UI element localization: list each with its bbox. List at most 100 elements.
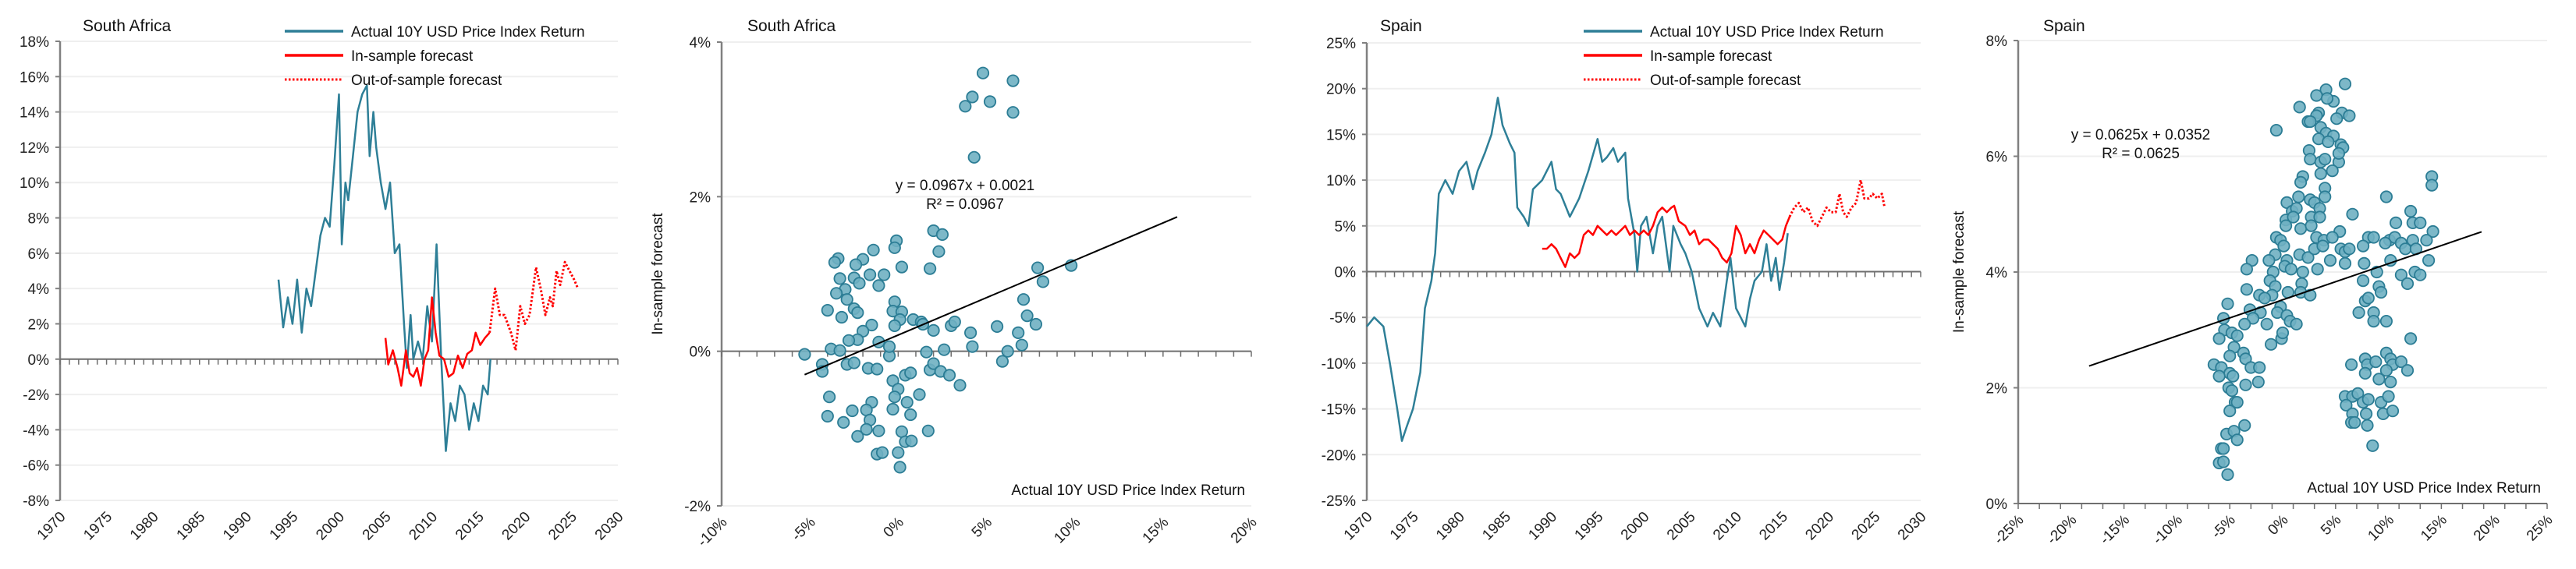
x-tick-label: 0%: [2265, 512, 2291, 539]
scatter-point: [2310, 89, 2323, 102]
scatter-point: [2313, 210, 2326, 224]
scatter-point: [2230, 329, 2244, 342]
y-tick-label: 0%: [28, 352, 50, 369]
scatter-point: [2404, 204, 2418, 218]
x-tick-label: 2000: [1618, 509, 1653, 544]
x-tick-label: 5%: [2318, 512, 2344, 539]
scatter-point: [2348, 415, 2361, 429]
scatter-point: [2311, 263, 2324, 276]
scatter-point: [830, 287, 843, 300]
x-tick-label: 2005: [360, 509, 395, 544]
scatter-point: [2379, 190, 2393, 203]
scatter-point: [976, 66, 990, 80]
scatter-point: [2414, 216, 2427, 229]
scatter-point: [2394, 355, 2407, 369]
scatter-point: [872, 424, 885, 437]
scatter-point: [927, 323, 940, 337]
scatter-point: [864, 268, 877, 281]
y-axis-title: In-sample forecast: [650, 213, 666, 335]
scatter-point: [932, 245, 946, 258]
y-tick-label: -10%: [1322, 356, 1356, 373]
y-tick-label: -6%: [23, 458, 49, 475]
scatter-point: [2253, 361, 2266, 374]
scatter-point: [942, 369, 956, 382]
x-axis-title: Actual 10Y USD Price Index Return: [1011, 482, 1245, 499]
scatter-point: [872, 279, 885, 292]
scatter-point: [2260, 317, 2273, 330]
scatter-point: [2265, 338, 2278, 351]
y-tick-label: -5%: [1329, 310, 1356, 327]
trend-equation: y = 0.0625x + 0.0352: [2071, 127, 2211, 143]
scatter-point: [900, 395, 914, 409]
scatter-point: [886, 402, 899, 416]
x-tick-label: -10%: [694, 514, 730, 550]
scatter-point: [921, 424, 935, 437]
scatter-point: [882, 340, 896, 353]
x-tick-label: 20%: [1228, 514, 1261, 547]
scatter-point: [2323, 253, 2337, 267]
y-tick-label: -2%: [684, 499, 711, 515]
trend-r-squared: R² = 0.0967: [926, 196, 1004, 213]
trend-equation: y = 0.0967x + 0.0021: [896, 178, 1035, 194]
scatter-point: [2343, 242, 2356, 256]
scatter-point: [798, 348, 811, 361]
scatter-point: [1015, 338, 1028, 352]
x-tick-label: 1995: [267, 509, 302, 544]
scatter-point: [2230, 395, 2244, 409]
scatter-point: [1031, 261, 1045, 274]
scatter-point: [1020, 309, 1034, 323]
x-tick-label: 2030: [592, 509, 627, 544]
scatter-point: [875, 446, 889, 459]
scatter-point: [2221, 297, 2234, 310]
x-tick-label: 1980: [1433, 509, 1468, 544]
y-tick-label: 12%: [20, 140, 49, 157]
x-tick-label: 20%: [2471, 512, 2503, 545]
x-tick-label: 5%: [969, 514, 995, 541]
scatter-point: [2290, 317, 2303, 330]
scatter-point: [2301, 251, 2315, 264]
scatter-point: [966, 90, 979, 104]
scatter-point: [2276, 326, 2290, 340]
scatter-point: [2338, 256, 2352, 270]
x-tick-label: 2020: [499, 509, 534, 544]
scatter-point: [2316, 239, 2329, 253]
scatter-point: [2293, 101, 2306, 114]
scatter-point: [2352, 306, 2365, 320]
scatter-point: [2212, 332, 2226, 345]
y-tick-label: 18%: [20, 34, 49, 51]
trend-r-squared: R² = 0.0625: [2102, 146, 2180, 162]
x-tick-label: 2000: [313, 509, 348, 544]
scatter-point: [2227, 369, 2240, 383]
scatter-point: [837, 415, 850, 429]
y-tick-label: -4%: [23, 422, 49, 439]
scatter-point: [2420, 234, 2433, 247]
x-tick-label: -25%: [1991, 512, 2027, 548]
scatter-point: [2357, 239, 2370, 253]
x-tick-label: 1985: [174, 509, 209, 544]
scatter-point: [821, 409, 834, 423]
scatter-point: [888, 241, 901, 254]
scatter-point: [851, 429, 864, 443]
x-tick-label: 1975: [1387, 509, 1422, 544]
scatter-point: [964, 326, 978, 339]
legend-label: In-sample forecast: [351, 48, 474, 65]
scatter-point: [2304, 153, 2317, 166]
scatter-point: [2340, 398, 2353, 412]
scatter-point: [967, 150, 981, 164]
x-tick-label: 10%: [1051, 514, 1084, 547]
scatter-point: [924, 262, 937, 275]
scatter-point: [959, 100, 972, 113]
x-tick-label: 10%: [2365, 512, 2397, 545]
x-tick-label: 15%: [1140, 514, 1173, 547]
scatter-point: [2367, 231, 2380, 244]
legend-label: In-sample forecast: [1650, 48, 1772, 65]
x-tick-label: 1985: [1479, 509, 1514, 544]
scatter-point: [2426, 224, 2439, 239]
scatter-point: [2372, 373, 2386, 386]
scatter-point: [920, 345, 933, 359]
scatter-point: [1006, 106, 1020, 119]
scatter-point: [2414, 268, 2427, 281]
scatter-point: [2225, 384, 2238, 398]
scatter-point: [2404, 332, 2418, 345]
